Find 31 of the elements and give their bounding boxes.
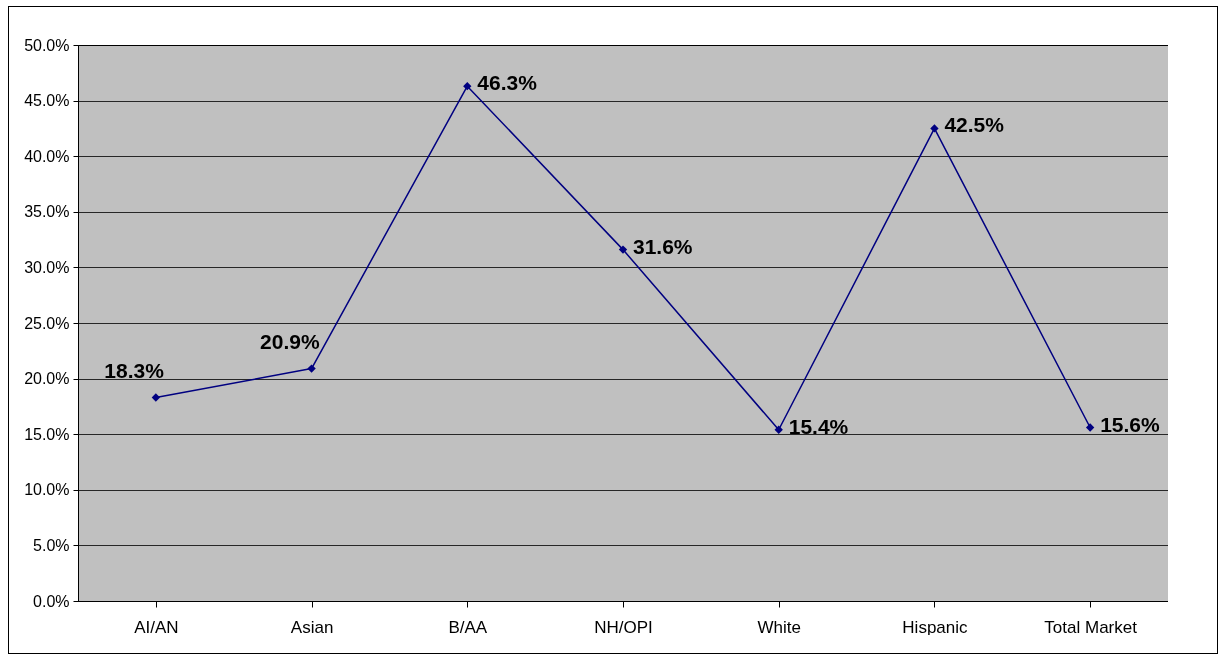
data-label: 31.6% (633, 234, 693, 258)
data-label: 46.3% (477, 71, 538, 95)
y-tick-label: 15.0% (24, 425, 70, 443)
x-tick-label: Asian (290, 617, 334, 637)
x-tick-label: Total Market (1044, 617, 1138, 637)
point (618, 245, 628, 254)
data-label: 42.5% (944, 113, 1005, 137)
x-tick-label: NH/OPI (594, 617, 653, 637)
point (774, 425, 783, 434)
y-tick-label: 40.0% (24, 147, 70, 165)
point (307, 364, 316, 373)
y-tick-label: 20.0% (24, 370, 70, 388)
point (151, 393, 161, 402)
y-tick-label: 45.0% (24, 92, 70, 110)
y-tick-label: 10.0% (24, 481, 70, 499)
y-tick-label: 35.0% (24, 203, 70, 221)
x-tick-label: B/AA (448, 617, 488, 637)
point (1085, 423, 1095, 432)
data-label: 20.9% (260, 329, 320, 353)
data-label: 15.4% (788, 414, 849, 438)
x-tick-label: White (757, 617, 801, 637)
point (463, 81, 472, 91)
y-tick-label: 0.0% (33, 592, 70, 610)
point (930, 124, 939, 133)
y-tick-label: 30.0% (24, 258, 70, 276)
y-tick-label: 50.0% (24, 36, 70, 54)
data-label: 18.3% (104, 358, 165, 382)
data-label: 15.6% (1100, 412, 1161, 436)
y-tick-label: 25.0% (24, 314, 70, 332)
x-tick-label: AI/AN (134, 617, 179, 637)
y-tick-label: 5.0% (33, 536, 70, 554)
